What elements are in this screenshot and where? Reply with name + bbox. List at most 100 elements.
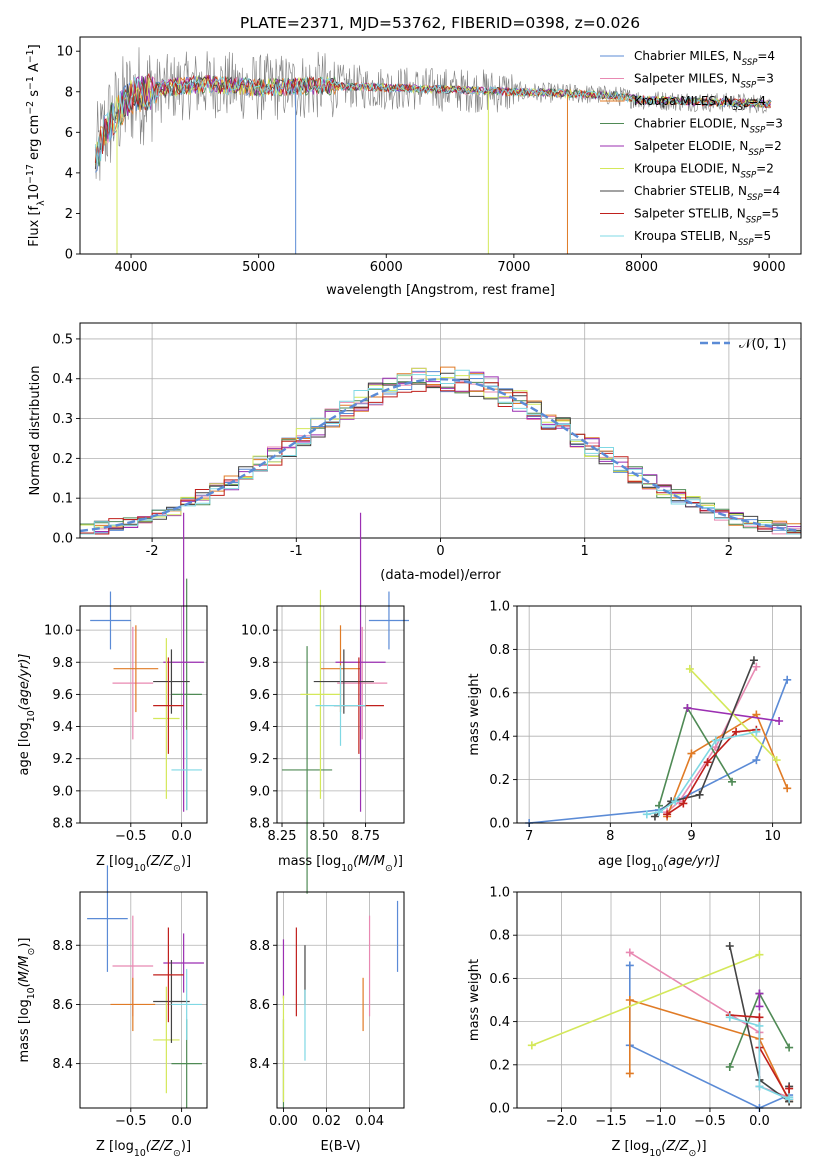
gaussian-reference-line [79, 377, 802, 533]
x-axis-label-part: (M/M [353, 854, 385, 869]
legend-entry: Chabrier MILES, NSSP=4 [634, 49, 775, 68]
x-tick-label: 0.0 [171, 1114, 192, 1129]
y-tick-label: 0.0 [489, 1102, 510, 1117]
weight-point-marker [625, 961, 634, 970]
y-tick-label: 9.8 [52, 656, 73, 671]
legend-entry-ssp-sub: SSP [741, 81, 757, 91]
y-tick-label: 1.0 [489, 600, 510, 615]
y-axis-label-part: λ [36, 200, 47, 206]
weight-point-marker [711, 736, 720, 745]
weight-point-marker [625, 948, 634, 957]
legend-entry-name: Kroupa STELIB [634, 229, 721, 243]
y-axis-label-part: 10 [26, 710, 37, 722]
histogram-step [79, 369, 801, 538]
y-tick-label: 9.4 [52, 720, 73, 735]
weight-point-marker [625, 996, 634, 1004]
x-tick-label: 2 [725, 544, 733, 559]
y-tick-label: 0.6 [489, 686, 510, 701]
histogram-step [79, 382, 801, 538]
weight-point-marker [752, 662, 761, 671]
x-axis-label-part: (age/yr)] [663, 854, 720, 869]
legend-entry-nssp-value: =3 [765, 117, 783, 131]
age-vs-metallicity-plot: −0.5 0.08.89.09.29.49.69.810.0Z [log10(Z/… [17, 512, 208, 874]
weight-point-marker [683, 703, 692, 712]
weight-point-marker [755, 1013, 764, 1022]
y-tick-label: 9.8 [249, 656, 270, 671]
y-axis-label: age [log10(age/yr)] [17, 654, 37, 776]
legend-entry-nssp-value: =4 [748, 94, 766, 108]
x-tick-label: 8000 [625, 260, 658, 275]
weight-vs-metallicity-plot: −2.0 −1.5 −1.0 −0.5 0.0 0.0 0.2 0.4 0.6 0.8 1.0 Z [… [467, 886, 802, 1159]
legend-entry-ssp-sub: SSP [750, 126, 766, 136]
x-tick-label: -1 [290, 544, 303, 559]
x-tick-label: −1.5 [595, 1114, 627, 1129]
y-tick-label: 0.4 [52, 372, 73, 387]
legend-entry-nssp-value: =4 [763, 184, 781, 198]
model-spectrum-line [94, 76, 771, 170]
x-tick-label: 8.50 [309, 829, 338, 844]
x-axis-label: mass [log10(M/M⊙)] [278, 854, 403, 874]
legend-entry-name: Salpeter ELODIE [634, 139, 732, 153]
axes-frame [276, 605, 405, 824]
y-axis-label-part: −1 [25, 76, 36, 90]
legend-entry-ssp-sub: SSP [747, 193, 763, 203]
y-axis-label: Flux [fλ10−17 erg cm−2 s−1 A−1] [25, 44, 47, 246]
y-axis-label: mass [log10(M/M⊙)] [17, 938, 37, 1063]
weight-point-marker [783, 675, 792, 684]
legend-entry: Kroupa ELODIE, NSSP=2 [634, 162, 774, 181]
y-tick-label: 10 [56, 45, 73, 60]
y-axis-label-part: −1 [25, 49, 36, 63]
legend-entry: Salpeter ELODIE, NSSP=2 [634, 139, 782, 158]
legend-entry-nssp-value: =5 [754, 229, 772, 243]
x-tick-label: 5000 [242, 260, 275, 275]
x-axis-label-part: 10 [341, 863, 353, 874]
legend-entry-nssp-value: =2 [756, 162, 774, 176]
weight-point-marker [728, 777, 737, 786]
weight-point-marker [695, 790, 704, 799]
y-tick-label: 9.6 [52, 688, 73, 703]
axes-frame [276, 891, 405, 1109]
y-tick-label: 8.6 [52, 998, 73, 1013]
x-tick-label: −0.5 [115, 829, 147, 844]
x-tick-label: 8 [606, 829, 614, 844]
weight-point-marker [755, 1082, 764, 1091]
weight-series-line [689, 668, 778, 761]
x-axis-label-part: 10 [649, 1148, 661, 1159]
y-axis-label-part: age [log [17, 722, 32, 775]
x-axis-label-part: 10 [134, 863, 146, 874]
weight-point-marker [749, 656, 758, 665]
x-tick-label: 6000 [370, 260, 403, 275]
y-axis-label-part: A [27, 63, 42, 76]
y-tick-label: 9.0 [249, 784, 270, 799]
y-tick-label: 9.0 [52, 784, 73, 799]
weight-point-marker [755, 1021, 764, 1030]
y-tick-label: 0.4 [489, 1015, 510, 1030]
legend-entry-ssp-sub: SSP [733, 103, 749, 113]
weight-point-marker [725, 942, 734, 950]
legend-entry-nssp-label: , N [732, 139, 749, 153]
y-tick-label: 4 [65, 166, 73, 181]
legend-entry-name: Chabrier STELIB [634, 184, 730, 198]
y-tick-label: 0 [65, 248, 73, 263]
x-tick-label: −1.0 [645, 1114, 677, 1129]
x-tick-label: 10 [764, 829, 781, 844]
y-axis-label-part: mass [log [17, 999, 32, 1062]
legend-entry-nssp-label: , N [730, 184, 747, 198]
x-axis-label-part: mass [log [278, 854, 341, 869]
y-tick-label: 8.8 [249, 817, 270, 832]
weight-point-marker [625, 1069, 634, 1078]
figure-title: PLATE=2371, MJD=53762, FIBERID=0398, z=0… [240, 14, 640, 32]
y-tick-label: 0.0 [52, 532, 73, 547]
axes-frame [79, 605, 208, 824]
legend-entry-ssp-sub: SSP [746, 216, 762, 226]
x-tick-label: 0.04 [355, 1114, 384, 1129]
x-tick-label: 0.00 [269, 1114, 298, 1129]
x-tick-label: 7 [525, 829, 533, 844]
weight-point-marker [755, 989, 764, 998]
weight-point-marker [679, 799, 688, 808]
x-axis-label-part: )] [181, 854, 191, 869]
weight-point-marker [725, 1062, 734, 1071]
x-axis-label-part: (Z/Z [146, 854, 174, 869]
x-axis-label-part: ⊙ [173, 863, 181, 874]
